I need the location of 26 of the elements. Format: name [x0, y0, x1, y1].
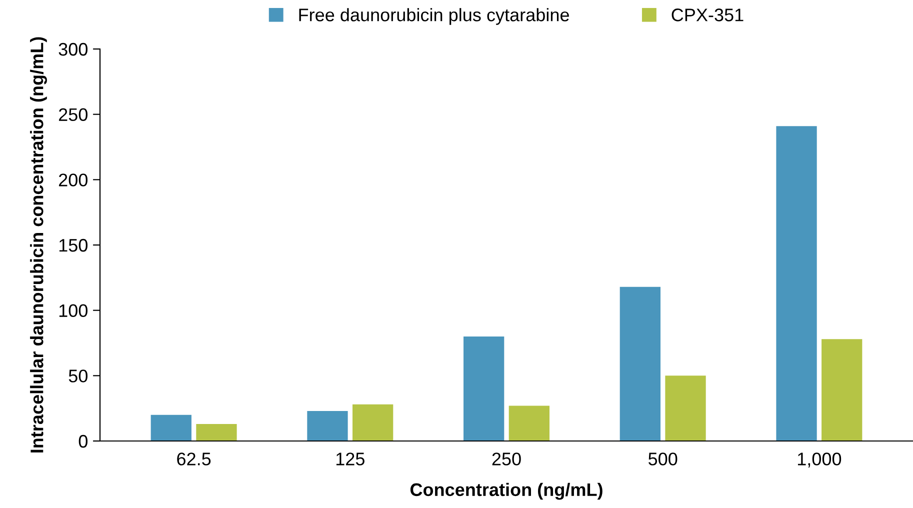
x-tick-label: 500 — [648, 452, 678, 466]
legend-label: CPX-351 — [672, 8, 744, 22]
x-tick-label: 62.5 — [177, 452, 211, 466]
bar — [822, 339, 862, 441]
legend-label: Free daunorubicin plus cytarabine — [299, 8, 569, 25]
y-axis-title: Intracellular daunorubicin concentration (ng/mL) — [30, 37, 47, 452]
bar — [464, 336, 504, 441]
bar — [665, 376, 706, 441]
bar — [620, 286, 660, 441]
x-tick-label: 125 — [336, 452, 364, 466]
bar — [307, 410, 348, 441]
y-tick-label: 50 — [68, 370, 88, 382]
y-tick-label: 200 — [58, 174, 88, 186]
x-tick-label: 250 — [492, 452, 521, 466]
x-tick-label: 1,000 — [798, 452, 842, 468]
y-tick-label: 150 — [59, 238, 88, 252]
y-tick-label: 0 — [78, 434, 88, 448]
bar — [776, 126, 817, 441]
x-axis-title: Concentration (ng/mL) — [410, 482, 602, 500]
y-tick-label: 300 — [58, 42, 88, 56]
y-tick-label: 100 — [59, 304, 88, 318]
bar — [508, 406, 550, 441]
bar — [352, 404, 394, 441]
bar — [150, 414, 192, 441]
bar — [196, 424, 237, 441]
y-tick-label: 250 — [58, 108, 88, 122]
